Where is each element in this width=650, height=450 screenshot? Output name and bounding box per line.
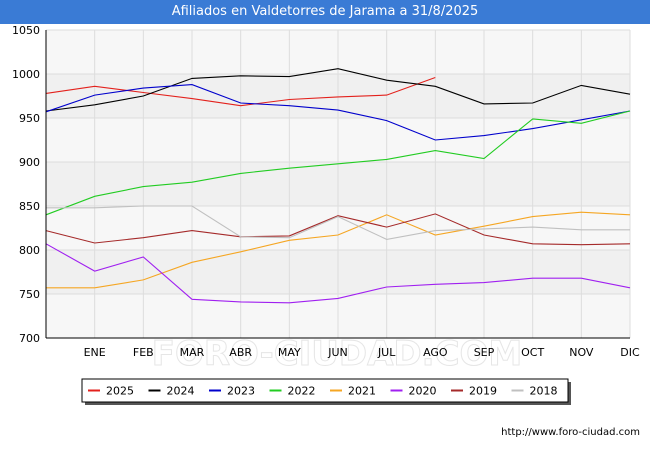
x-tick-label: MAR xyxy=(180,346,205,359)
legend-label-2019: 2019 xyxy=(469,385,497,398)
y-tick-label: 950 xyxy=(19,112,40,125)
legend: 2025 2024 2023 2022 2021 2020 2019 2018 xyxy=(81,378,571,405)
series-line-2018 xyxy=(46,205,630,240)
x-tick-label: OCT xyxy=(521,346,544,359)
x-tick-label: JUL xyxy=(377,346,396,359)
legend-label-2021: 2021 xyxy=(348,385,376,398)
axes xyxy=(45,30,630,339)
x-tick-label: DIC xyxy=(620,346,640,359)
legend-label-2018: 2018 xyxy=(530,385,558,398)
series-line-2021 xyxy=(46,211,631,289)
y-tick-label: 850 xyxy=(19,200,40,213)
series-line-2019 xyxy=(45,213,631,246)
x-tick-label: AGO xyxy=(423,346,448,359)
x-tick-label: ABR xyxy=(229,346,252,359)
chart-title: Afiliados en Valdetorres de Jarama a 31/… xyxy=(171,4,479,19)
series-line-2024 xyxy=(45,68,631,112)
y-tick-label: 700 xyxy=(19,332,40,345)
x-tick-label: ENE xyxy=(84,346,106,359)
y-tick-label: 900 xyxy=(19,156,40,169)
series-line-2020 xyxy=(45,243,631,304)
y-tick-label: 750 xyxy=(19,288,40,301)
watermark: FORO-CIUDAD.COM xyxy=(152,334,523,374)
legend-label-2022: 2022 xyxy=(288,385,316,398)
series-line-2022 xyxy=(45,110,631,216)
legend-label-2023: 2023 xyxy=(227,385,255,398)
x-tick-label: MAY xyxy=(278,346,301,359)
x-tick-label: NOV xyxy=(569,346,594,359)
x-tick-labels: ENE FEB MAR ABR MAY JUN JUL AGO SEP OCT NOV DIC xyxy=(84,346,640,359)
series-line-2023 xyxy=(45,84,631,141)
source-credit: http://www.foro-ciudad.com xyxy=(501,427,640,438)
series-lines xyxy=(45,68,631,304)
y-tick-label: 800 xyxy=(19,244,40,257)
legend-label-2020: 2020 xyxy=(409,385,437,398)
title-bar xyxy=(0,0,650,24)
legend-label-2024: 2024 xyxy=(167,385,195,398)
legend-box xyxy=(81,378,569,403)
x-tick-label: JUN xyxy=(327,346,348,359)
x-tick-label: SEP xyxy=(474,346,495,359)
series-line-2025 xyxy=(45,76,436,107)
y-tick-label: 1000 xyxy=(12,68,40,81)
legend-label-2025: 2025 xyxy=(106,385,134,398)
y-tick-label: 1050 xyxy=(12,24,40,37)
y-tick-labels: 700 750 800 850 900 950 1000 1050 xyxy=(12,24,40,345)
x-tick-label: FEB xyxy=(133,346,154,359)
